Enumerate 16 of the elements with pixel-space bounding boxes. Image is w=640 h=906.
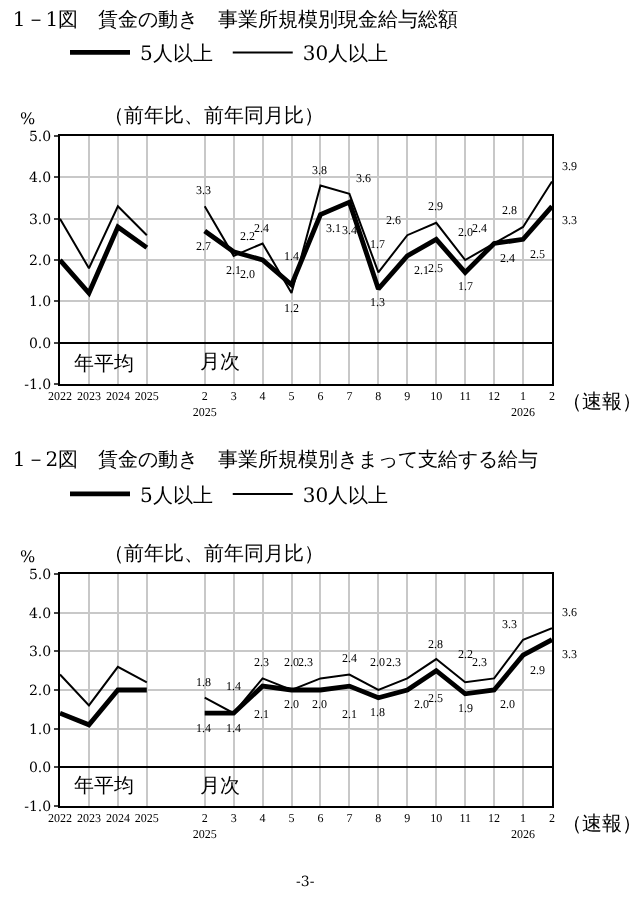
annotation: 月次: [200, 776, 240, 798]
annotation: 月次: [200, 352, 240, 374]
annotation: 年平均: [74, 352, 134, 376]
legend-label: 30人以上: [302, 42, 389, 67]
chart-title: 1－2図 賃金の動き 事業所規模別きまって支給する給与: [12, 448, 539, 472]
text: （速報）: [562, 390, 640, 414]
chart-title: 1－1図 賃金の動き 事業所規模別現金給与総額: [12, 8, 459, 32]
y-axis-title: %: [20, 548, 36, 566]
legend-label: 5人以上: [140, 483, 213, 508]
legend-label: 30人以上: [302, 483, 389, 508]
chart-subtitle: （前年比、前年同月比）: [104, 542, 324, 566]
annotation: 年平均: [74, 774, 134, 798]
text: （速報）: [562, 812, 640, 836]
y-axis-title: %: [20, 110, 36, 128]
legend-label: 5人以上: [140, 42, 213, 67]
chart-subtitle: （前年比、前年同月比）: [104, 104, 324, 128]
